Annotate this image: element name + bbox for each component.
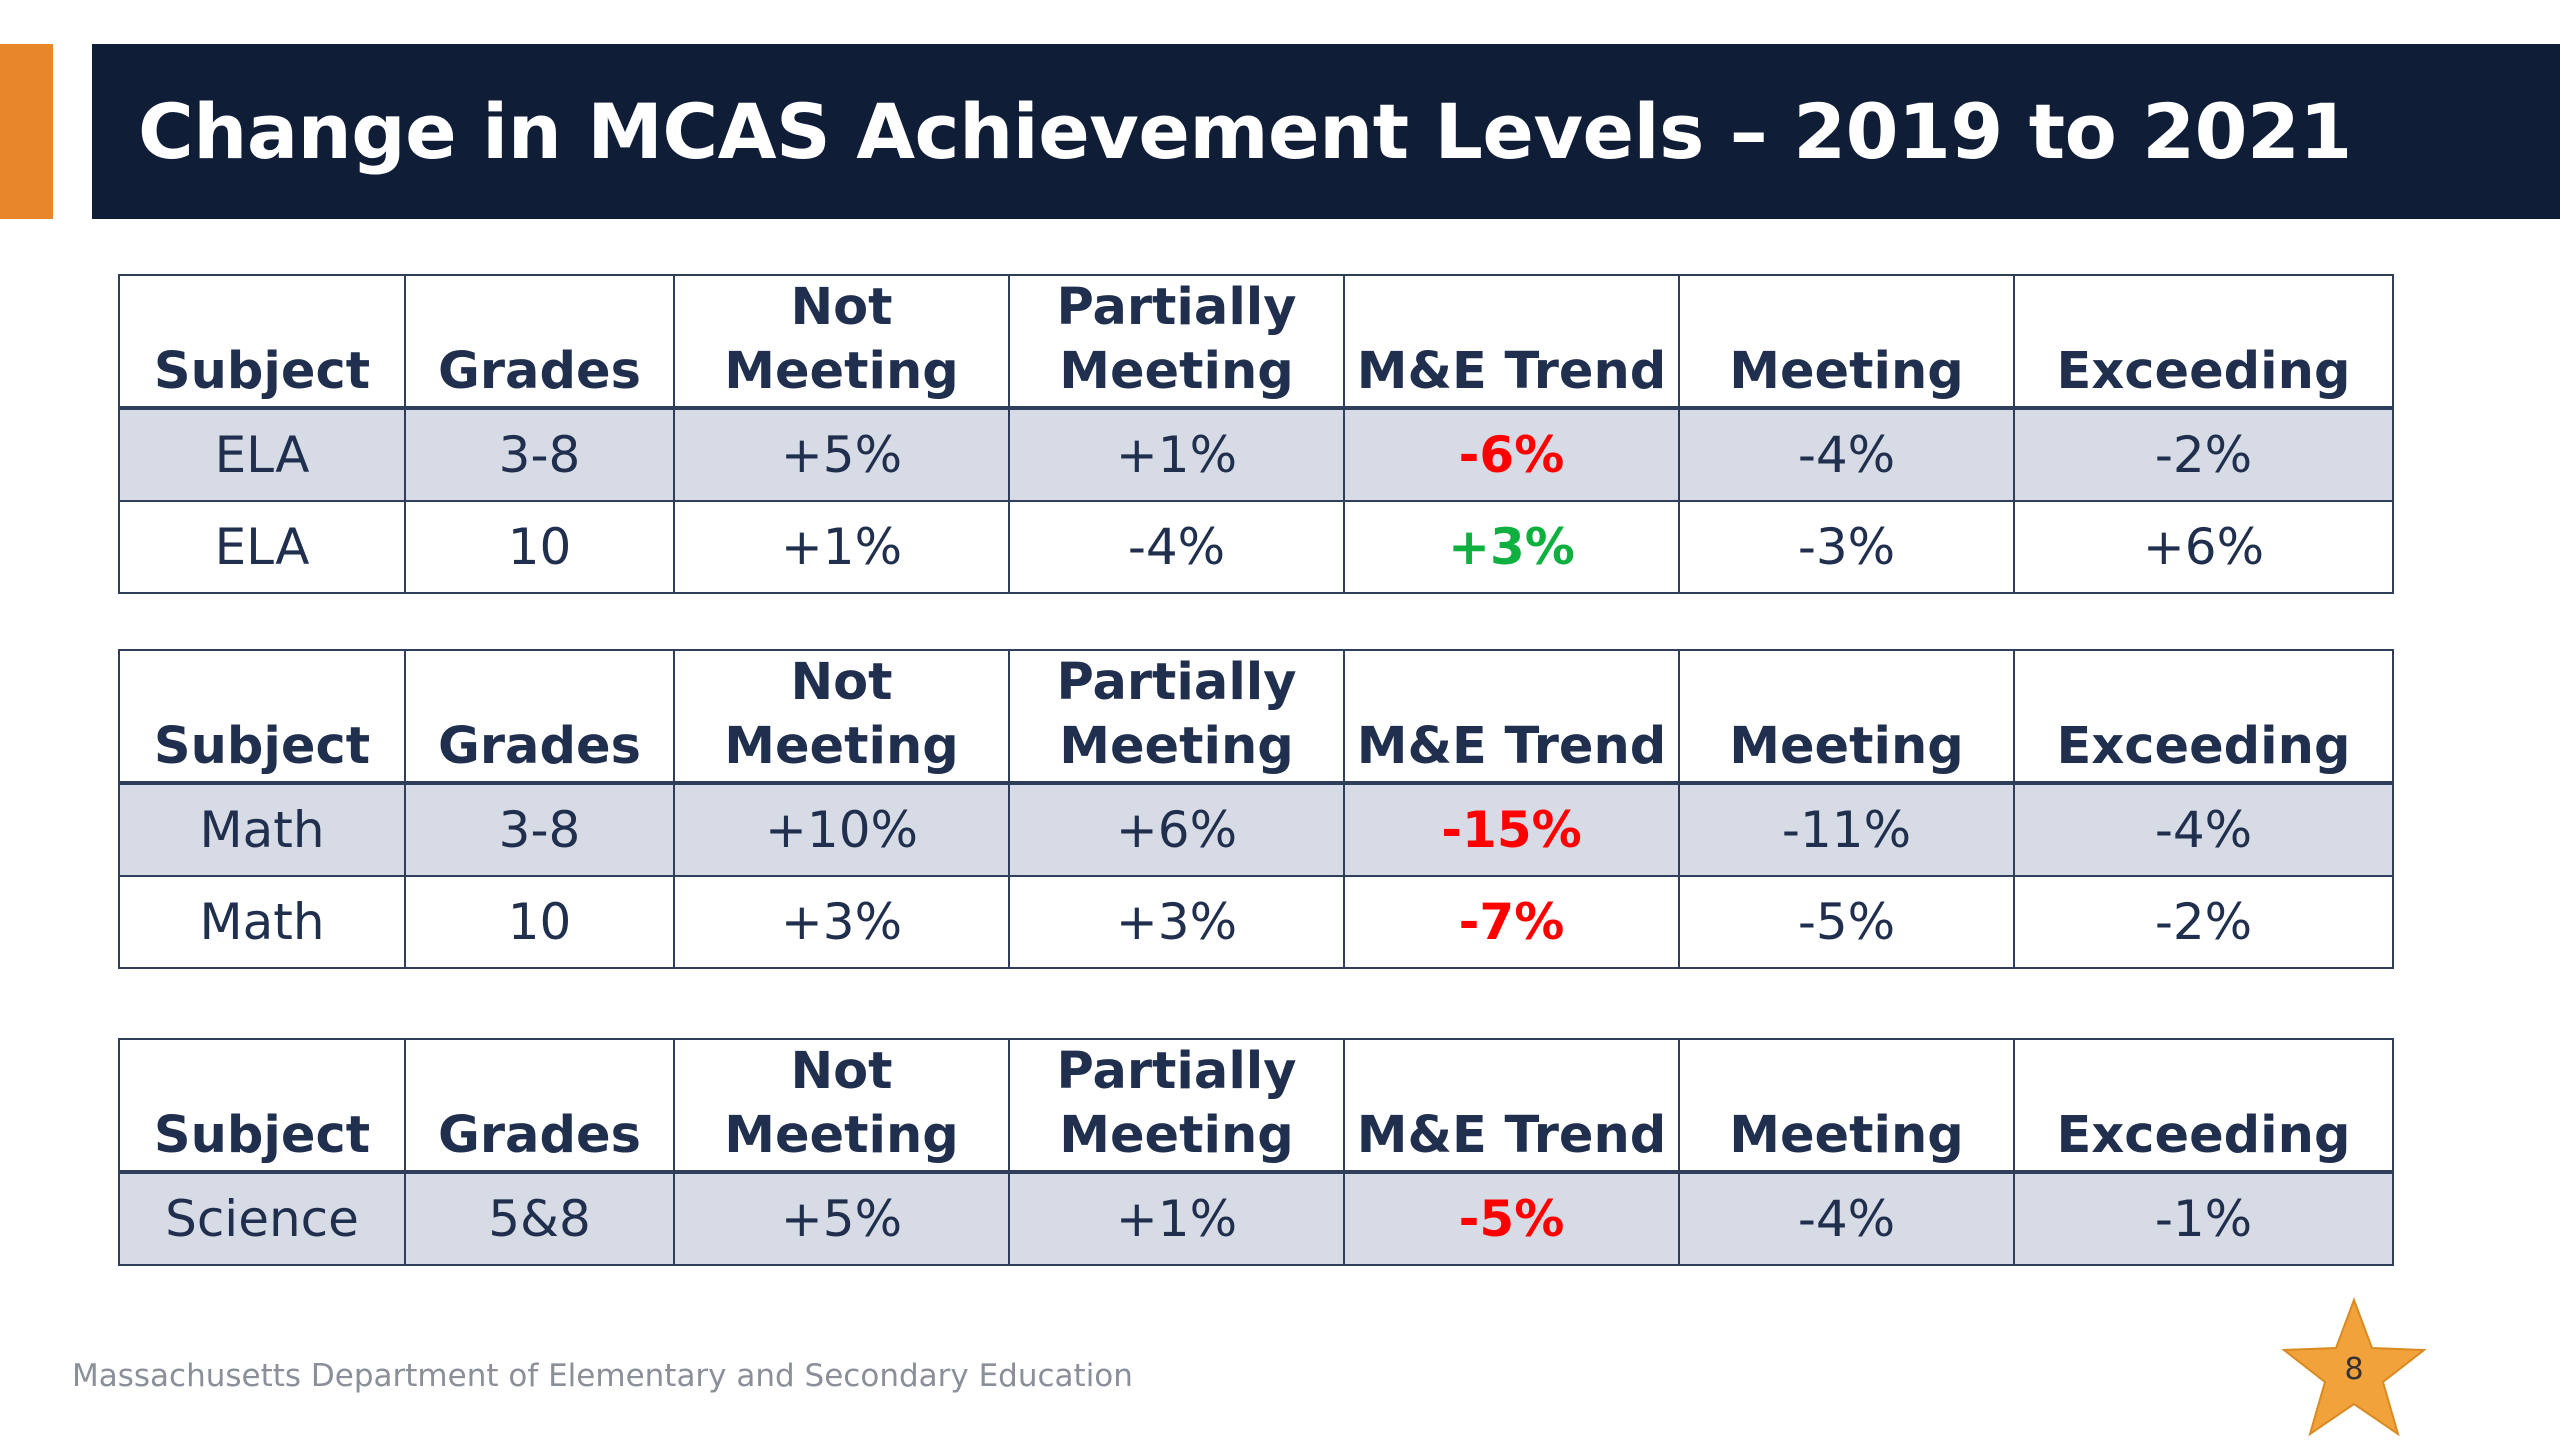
header-grades: Grades [404,649,675,785]
table-header-row: Subject Grades Not Meeting Partially Meeti… [118,274,2394,410]
table-row: ELA 10 +1% -4% +3% -3% +6% [118,500,2394,594]
header-not-meeting: Not Meeting [673,649,1010,785]
header-exceeding: Exceeding [2013,1038,2394,1174]
table-row: Math 3-8 +10% +6% -15% -11% -4% [118,782,2394,877]
cell-not-meeting: +5% [673,407,1010,502]
footer-text: Massachusetts Department of Elementary a… [72,1358,1133,1394]
cell-exceeding: -2% [2013,875,2394,969]
star-icon [2281,1297,2427,1437]
header-not-meeting: Not Meeting [673,1038,1010,1174]
table-row: Math 10 +3% +3% -7% -5% -2% [118,875,2394,969]
header-meeting: Meeting [1678,649,2015,785]
header-meeting: Meeting [1678,1038,2015,1174]
cell-grades: 10 [404,875,675,969]
cell-not-meeting: +3% [673,875,1010,969]
cell-me-trend: -15% [1343,782,1680,877]
header-me-trend: M&E Trend [1343,274,1680,410]
cell-grades: 3-8 [404,407,675,502]
ela-table: Subject Grades Not Meeting Partially Meeti… [118,274,2394,594]
cell-not-meeting: +10% [673,782,1010,877]
cell-meeting: -5% [1678,875,2015,969]
table-header-row: Subject Grades Not Meeting Partially Meeti… [118,649,2394,785]
table-header-row: Subject Grades Not Meeting Partially Meeti… [118,1038,2394,1174]
cell-meeting: -4% [1678,1171,2015,1266]
header-meeting: Meeting [1678,274,2015,410]
header-partially-meeting: Partially Meeting [1008,1038,1345,1174]
header-not-meeting: Not Meeting [673,274,1010,410]
cell-exceeding: -4% [2013,782,2394,877]
cell-not-meeting: +5% [673,1171,1010,1266]
cell-partially-meeting: +3% [1008,875,1345,969]
table-row: ELA 3-8 +5% +1% -6% -4% -2% [118,407,2394,502]
header-grades: Grades [404,274,675,410]
cell-partially-meeting: +1% [1008,1171,1345,1266]
cell-not-meeting: +1% [673,500,1010,594]
cell-me-trend: -6% [1343,407,1680,502]
cell-me-trend: +3% [1343,500,1680,594]
science-table: Subject Grades Not Meeting Partially Meeti… [118,1038,2394,1266]
header-exceeding: Exceeding [2013,649,2394,785]
math-table: Subject Grades Not Meeting Partially Meeti… [118,649,2394,969]
slide-title: Change in MCAS Achievement Levels – 2019… [138,87,2352,176]
title-bar: Change in MCAS Achievement Levels – 2019… [92,44,2560,219]
header-subject: Subject [118,274,406,410]
cell-subject: Math [118,875,406,969]
cell-meeting: -4% [1678,407,2015,502]
header-me-trend: M&E Trend [1343,649,1680,785]
header-subject: Subject [118,1038,406,1174]
cell-partially-meeting: +6% [1008,782,1345,877]
cell-partially-meeting: -4% [1008,500,1345,594]
page-number: 8 [2344,1352,2364,1387]
cell-subject: Science [118,1171,406,1266]
header-me-trend: M&E Trend [1343,1038,1680,1174]
cell-grades: 3-8 [404,782,675,877]
table-row: Science 5&8 +5% +1% -5% -4% -1% [118,1171,2394,1266]
header-partially-meeting: Partially Meeting [1008,649,1345,785]
cell-grades: 5&8 [404,1171,675,1266]
header-partially-meeting: Partially Meeting [1008,274,1345,410]
cell-exceeding: -1% [2013,1171,2394,1266]
cell-subject: ELA [118,500,406,594]
cell-me-trend: -5% [1343,1171,1680,1266]
cell-subject: Math [118,782,406,877]
header-subject: Subject [118,649,406,785]
cell-meeting: -11% [1678,782,2015,877]
cell-exceeding: +6% [2013,500,2394,594]
cell-me-trend: -7% [1343,875,1680,969]
cell-partially-meeting: +1% [1008,407,1345,502]
accent-bar [0,44,53,219]
cell-meeting: -3% [1678,500,2015,594]
header-grades: Grades [404,1038,675,1174]
cell-grades: 10 [404,500,675,594]
cell-subject: ELA [118,407,406,502]
cell-exceeding: -2% [2013,407,2394,502]
header-exceeding: Exceeding [2013,274,2394,410]
